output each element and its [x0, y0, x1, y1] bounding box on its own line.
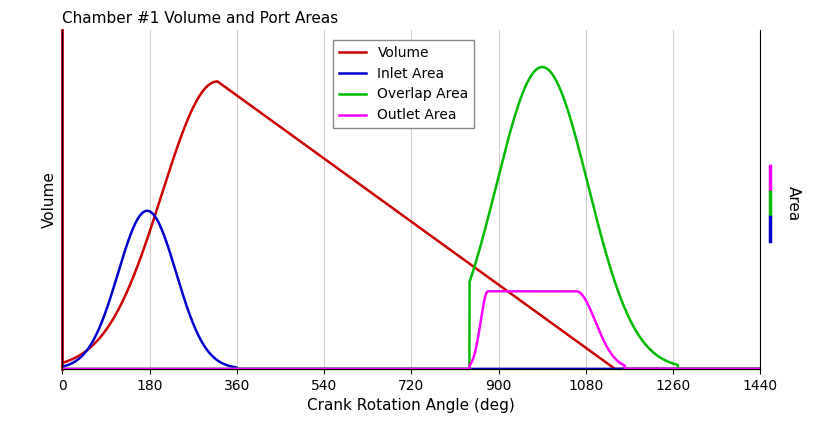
Text: Chamber #1 Volume and Port Areas: Chamber #1 Volume and Port Areas	[62, 11, 338, 26]
X-axis label: Crank Rotation Angle (deg): Crank Rotation Angle (deg)	[307, 398, 515, 413]
Y-axis label: Volume: Volume	[42, 171, 57, 228]
Legend: Volume, Inlet Area, Overlap Area, Outlet Area: Volume, Inlet Area, Overlap Area, Outlet…	[333, 40, 475, 128]
Text: Area: Area	[786, 186, 801, 221]
